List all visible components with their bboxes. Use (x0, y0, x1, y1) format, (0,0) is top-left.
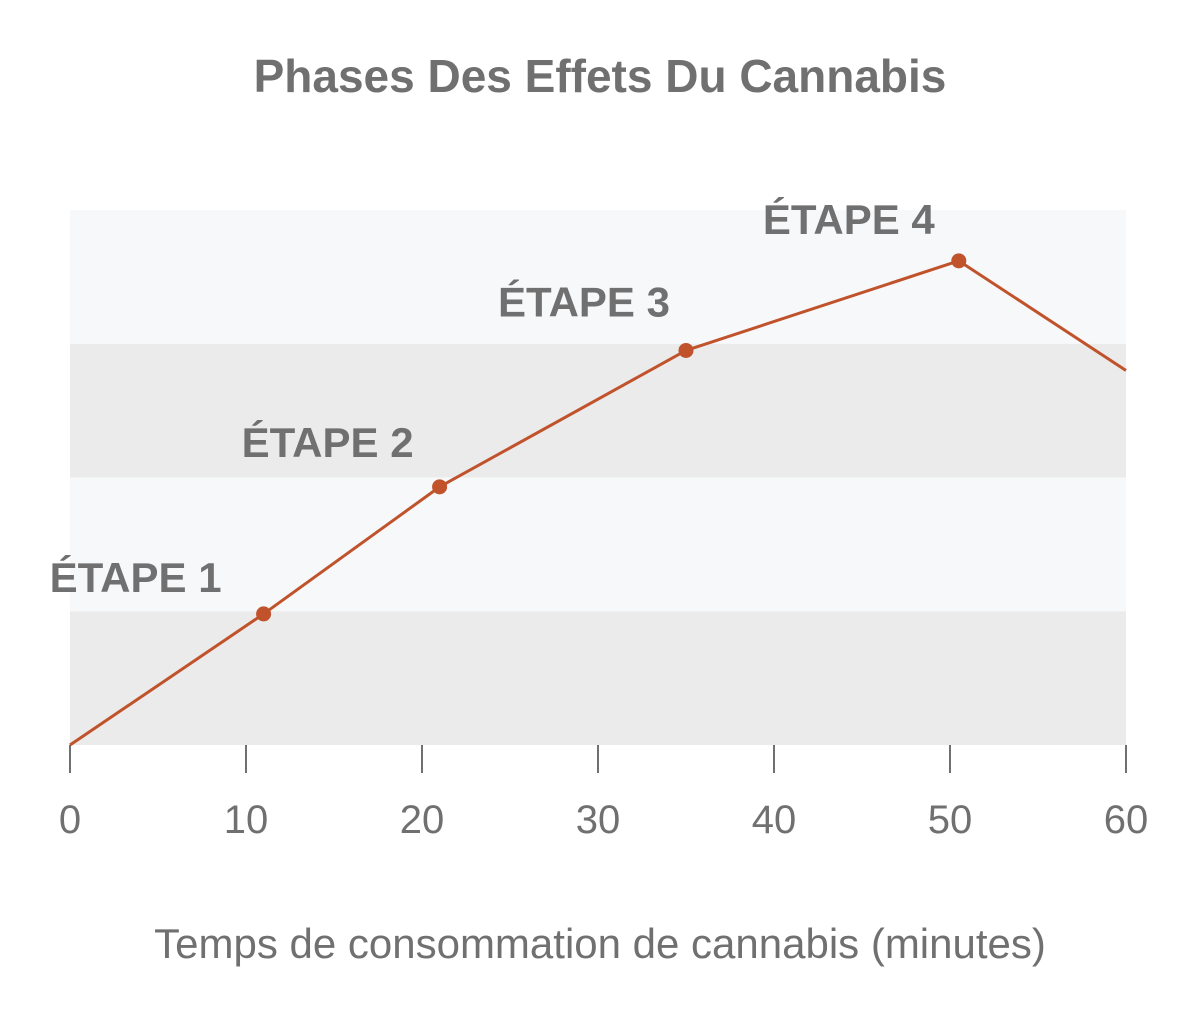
band-2 (70, 477, 1126, 612)
stage-1-point (256, 606, 272, 622)
stage-1-label: ÉTAPE 1 (50, 554, 222, 601)
x-tick-label-40: 40 (752, 798, 797, 842)
stage-2-point (432, 479, 448, 495)
stage-2-label: ÉTAPE 2 (242, 419, 414, 466)
stage-labels: ÉTAPE 1 ÉTAPE 2 ÉTAPE 3 ÉTAPE 4 (50, 196, 967, 622)
stage-4-label: ÉTAPE 4 (763, 196, 936, 243)
chart-title: Phases Des Effets Du Cannabis (254, 50, 947, 102)
stage-3-label: ÉTAPE 3 (498, 278, 670, 325)
x-tick-label-20: 20 (400, 798, 445, 842)
series-line-1 (69, 259, 1127, 747)
band-3 (70, 343, 1126, 478)
band-1 (70, 611, 1126, 745)
x-tick-label-10: 10 (224, 798, 269, 842)
band-4 (70, 210, 1126, 344)
x-axis: 0 10 20 30 40 50 60 (59, 745, 1148, 842)
stage-4-point (951, 253, 967, 269)
x-axis-title: Temps de consommation de cannabis (minut… (154, 920, 1046, 967)
x-tick-label-60: 60 (1104, 798, 1149, 842)
x-tick-label-0: 0 (59, 798, 81, 842)
background-bands (70, 210, 1126, 745)
stage-3-point (678, 342, 694, 358)
series-layer (69, 259, 1127, 747)
x-tick-label-50: 50 (928, 798, 973, 842)
x-tick-label-30: 30 (576, 798, 621, 842)
